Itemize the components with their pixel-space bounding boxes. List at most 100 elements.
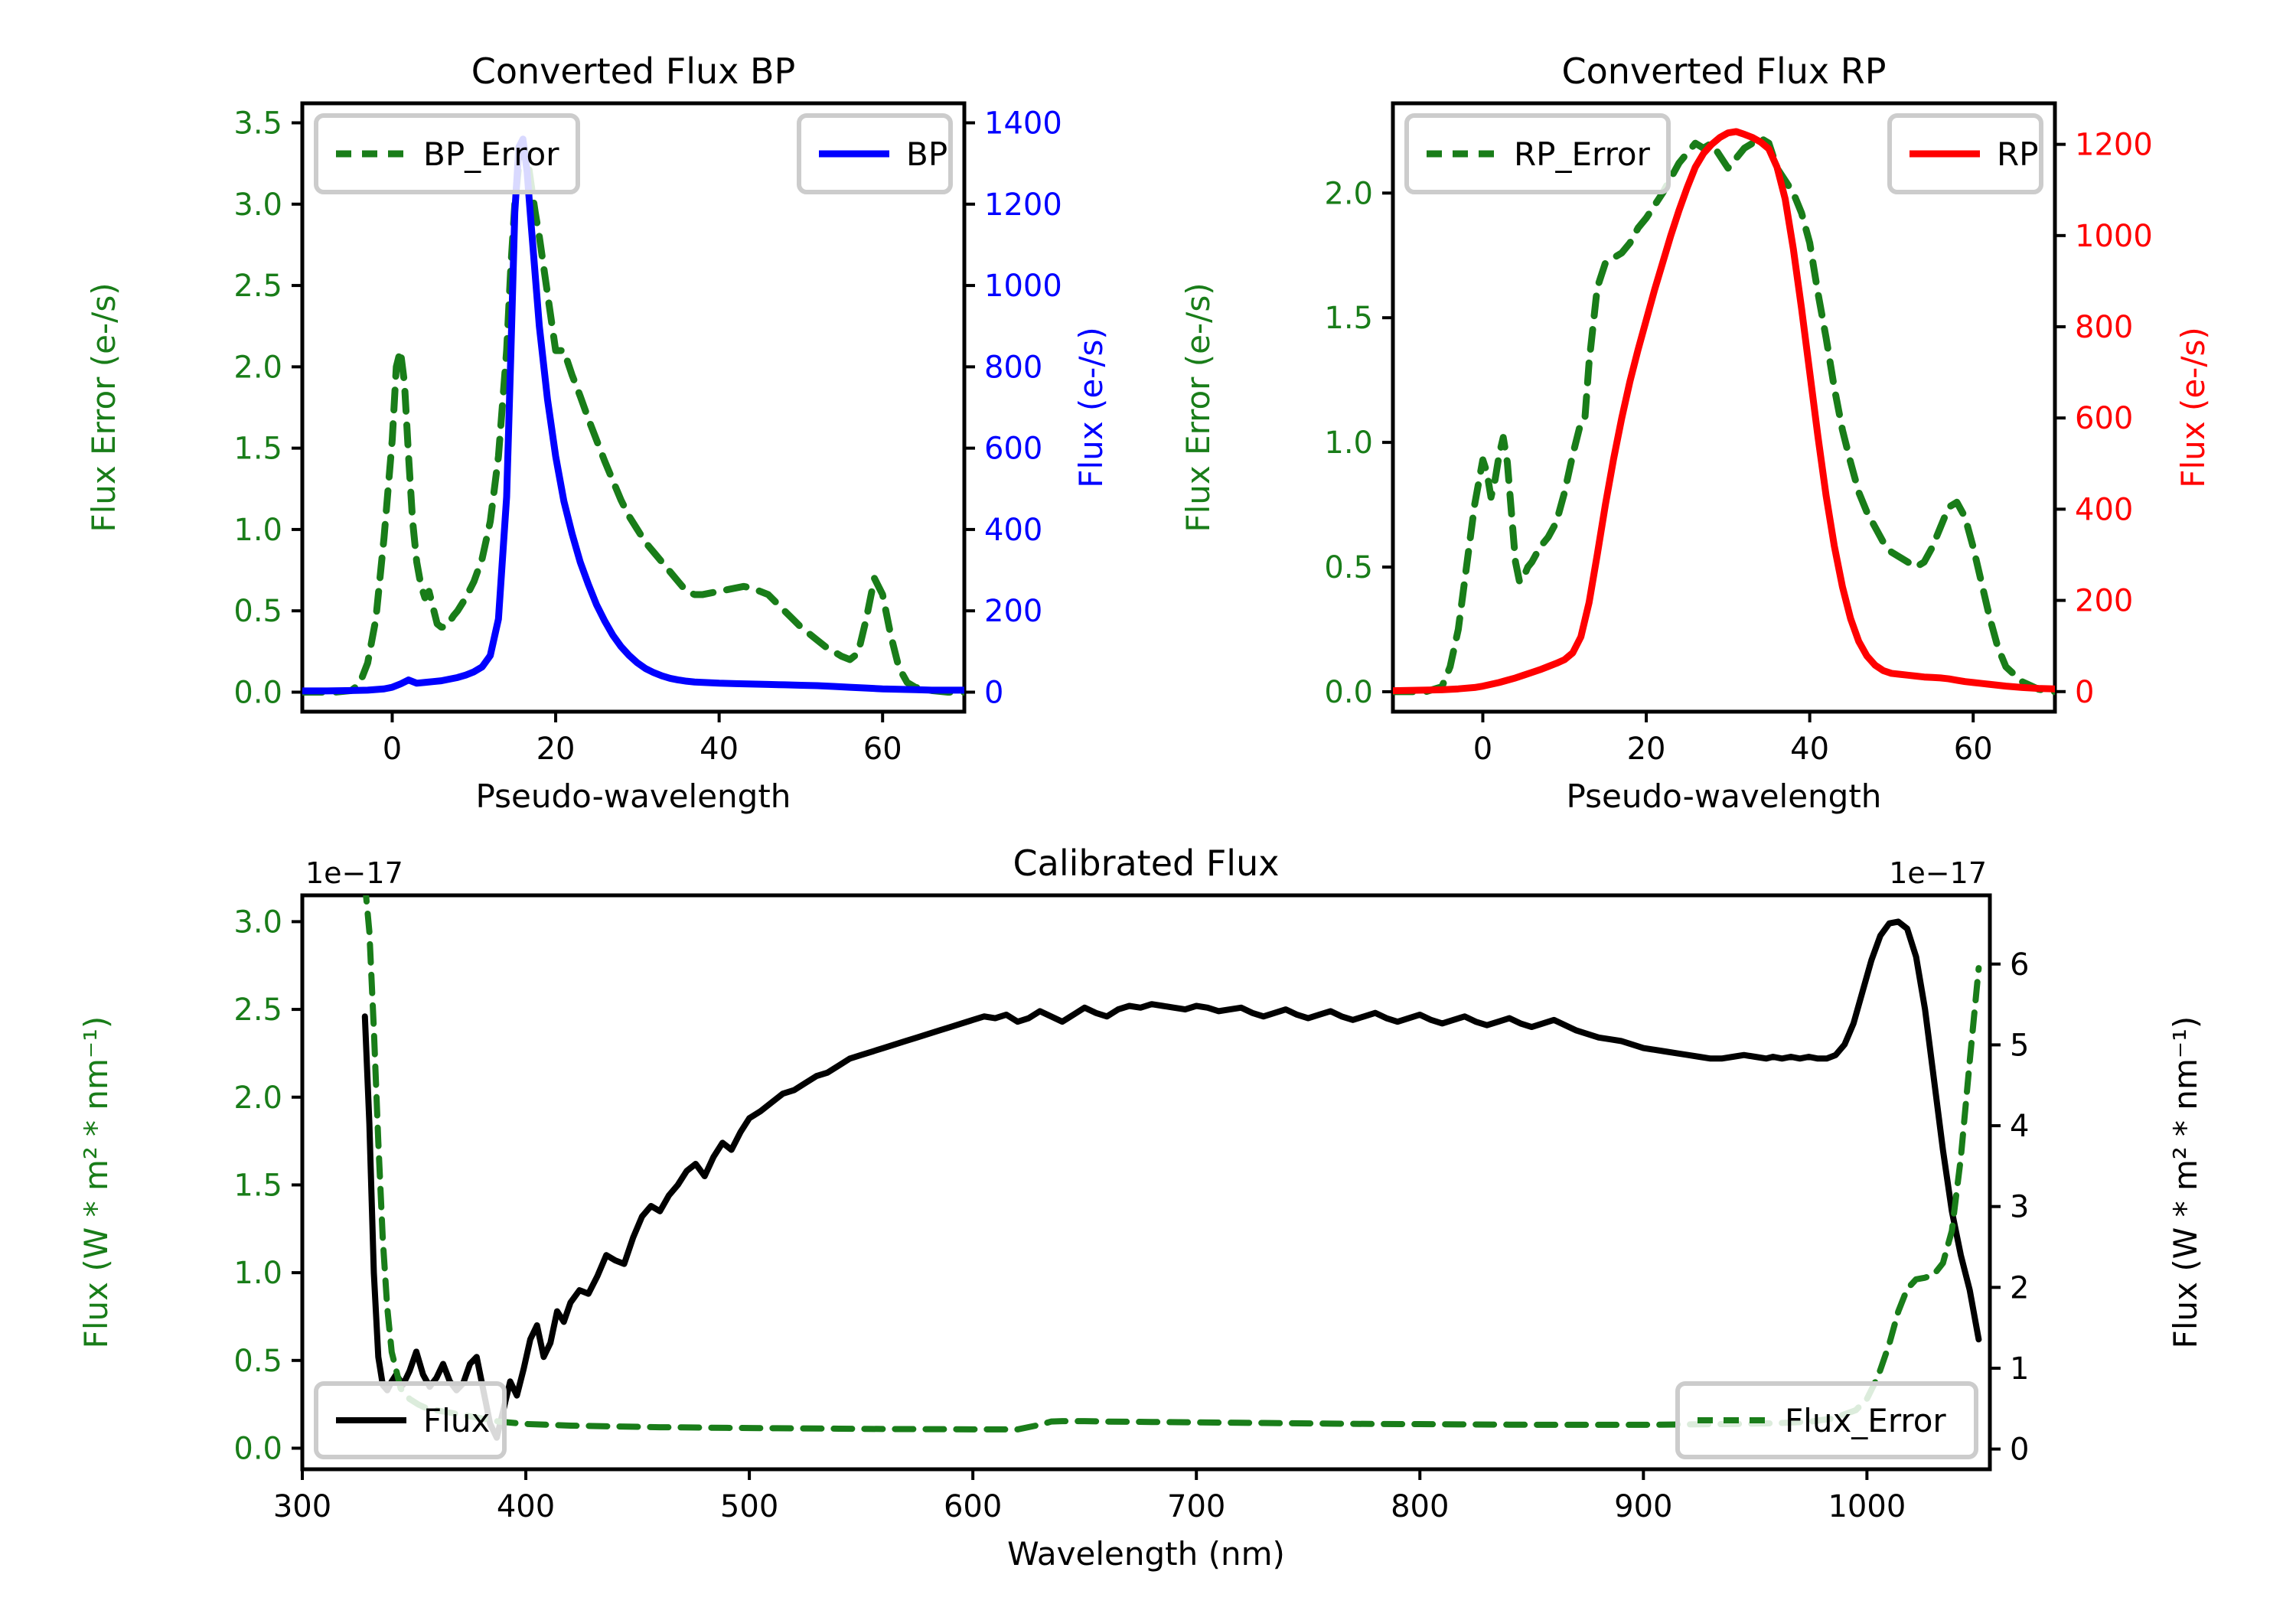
series-bp_error <box>302 143 964 696</box>
series-flux <box>361 918 1982 1441</box>
x-axis-title: Pseudo-wavelength <box>476 777 791 815</box>
y-tick-label-right: 800 <box>2075 310 2133 345</box>
y-tick-label-right: 1400 <box>984 106 1062 142</box>
series-bp <box>302 135 964 695</box>
y-tick-label-left: 0.0 <box>1324 675 1373 710</box>
x-tick-label: 20 <box>536 732 576 767</box>
series-rp <box>1393 128 2055 695</box>
x-tick-label: 400 <box>497 1489 555 1524</box>
legend-label: RP_Error <box>1514 135 1651 173</box>
y-tick-label-right: 1200 <box>2075 128 2153 163</box>
y-tick-label-left: 3.0 <box>233 905 282 940</box>
y-tick-label-left: 1.0 <box>1324 425 1373 461</box>
x-tick-label: 500 <box>720 1489 778 1524</box>
y-tick-label-left: 2.0 <box>1324 176 1373 211</box>
y-axis-title-right: Flux (W * m² * nm⁻¹) <box>2167 1016 2204 1349</box>
x-tick-label: 40 <box>700 732 739 767</box>
y-axis-title-right: Flux (e-/s) <box>1072 327 1110 487</box>
axes-frame <box>300 101 967 714</box>
legend-rp[interactable]: RP <box>1887 113 2043 194</box>
y-offset-right: 1e−17 <box>1889 856 1987 890</box>
y-tick-label-right: 6 <box>2010 947 2029 983</box>
y-tick-label-right: 600 <box>2075 401 2133 436</box>
x-tick-label: 0 <box>1473 732 1492 767</box>
legend-flux[interactable]: Flux <box>314 1381 507 1459</box>
y-tick-label-right: 1200 <box>984 187 1062 223</box>
y-tick-label-right: 0 <box>984 675 1003 710</box>
y-tick-label-left: 0.0 <box>233 675 282 710</box>
x-tick-label: 300 <box>273 1489 331 1524</box>
y-axis-title-right: Flux (e-/s) <box>2174 327 2212 487</box>
y-tick-label-right: 1000 <box>2075 219 2153 254</box>
y-tick-label-left: 3.0 <box>233 187 282 223</box>
y-tick-label-right: 400 <box>984 513 1042 548</box>
x-tick-label: 60 <box>1954 732 1993 767</box>
y-tick-label-right: 600 <box>984 432 1042 467</box>
axes-frame <box>1391 101 2057 714</box>
y-tick-label-right: 5 <box>2010 1028 2029 1063</box>
x-axis-title: Pseudo-wavelength <box>1567 777 1882 815</box>
legend-box <box>314 1381 507 1459</box>
x-tick-label: 20 <box>1627 732 1666 767</box>
y-offset-left: 1e−17 <box>305 856 403 890</box>
x-axis-title: Wavelength (nm) <box>1007 1535 1285 1573</box>
x-tick-label: 0 <box>383 732 402 767</box>
legend-bp_error[interactable]: BP_Error <box>314 113 580 194</box>
plot-title: Converted Flux RP <box>1562 51 1887 92</box>
legend-bp[interactable]: BP <box>797 113 953 194</box>
legend-box <box>1404 113 1671 194</box>
y-tick-label-left: 1.0 <box>233 1256 282 1291</box>
y-tick-label-right: 0 <box>2075 675 2094 710</box>
y-tick-label-left: 0.5 <box>1324 550 1373 585</box>
legend-label: Flux_Error <box>1785 1402 1946 1439</box>
y-tick-label-right: 1000 <box>984 269 1062 304</box>
legend-label: BP_Error <box>423 135 559 173</box>
y-tick-label-left: 1.5 <box>1324 301 1373 336</box>
y-tick-label-right: 4 <box>2010 1109 2029 1144</box>
legend-rp_error[interactable]: RP_Error <box>1404 113 1671 194</box>
x-tick-label: 900 <box>1614 1489 1672 1524</box>
series-flux_error <box>363 895 1982 1433</box>
x-tick-label: 60 <box>863 732 902 767</box>
legend-flux_error[interactable]: Flux_Error <box>1675 1381 1978 1459</box>
y-tick-label-left: 2.5 <box>233 993 282 1028</box>
y-tick-label-left: 1.5 <box>233 1168 282 1203</box>
legend-label: BP <box>906 135 947 173</box>
y-tick-label-right: 3 <box>2010 1190 2029 1225</box>
y-axis-title-left: Flux Error (e-/s) <box>1179 282 1217 532</box>
series-rp_error <box>1393 135 2055 696</box>
y-tick-label-right: 1 <box>2010 1351 2029 1387</box>
y-tick-label-left: 0.0 <box>233 1431 282 1466</box>
legend-box <box>314 113 580 194</box>
y-tick-label-right: 800 <box>984 350 1042 385</box>
y-tick-label-right: 0 <box>2010 1433 2029 1468</box>
y-tick-label-right: 400 <box>2075 492 2133 527</box>
subplot-converted-flux-rp: Converted Flux RP 0 20 40 60 Pseudo-wavelengt… <box>1179 51 2212 815</box>
x-tick-label: 700 <box>1167 1489 1225 1524</box>
subplot-calibrated-flux: Calibrated Flux 300 400 500 600 700 800 900 1000… <box>77 843 2204 1573</box>
y-tick-label-left: 2.0 <box>233 350 282 385</box>
plot-title: Converted Flux BP <box>471 51 796 92</box>
y-tick-label-left: 2.5 <box>233 269 282 304</box>
x-tick-label: 600 <box>944 1489 1002 1524</box>
x-tick-label: 40 <box>1790 732 1829 767</box>
y-tick-label-left: 1.0 <box>233 513 282 548</box>
legend-box <box>1675 1381 1978 1459</box>
y-tick-label-left: 1.5 <box>233 432 282 467</box>
legend-label: RP <box>1997 135 2039 173</box>
y-tick-label-right: 200 <box>984 594 1042 629</box>
y-axis-title-left: Flux (W * m² * nm⁻¹) <box>77 1016 115 1349</box>
x-tick-label: 800 <box>1391 1489 1449 1524</box>
y-tick-label-left: 3.5 <box>233 106 282 142</box>
axes-frame <box>300 893 1992 1472</box>
y-axis-title-left: Flux Error (e-/s) <box>85 282 122 532</box>
legend-label: Flux <box>423 1402 490 1439</box>
y-tick-label-right: 200 <box>2075 584 2133 619</box>
y-tick-label-right: 2 <box>2010 1270 2029 1305</box>
plot-title: Calibrated Flux <box>1013 843 1280 884</box>
subplot-converted-flux-bp: Converted Flux BP 0 20 40 60 Pseudo-wavelengt… <box>85 51 1110 815</box>
y-tick-label-left: 0.5 <box>233 1344 282 1379</box>
y-tick-label-left: 0.5 <box>233 594 282 629</box>
x-tick-label: 1000 <box>1828 1489 1906 1524</box>
